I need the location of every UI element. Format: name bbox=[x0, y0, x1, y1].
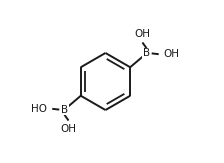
Text: OH: OH bbox=[134, 29, 150, 39]
Text: B: B bbox=[61, 105, 68, 115]
Text: OH: OH bbox=[60, 124, 77, 134]
Text: OH: OH bbox=[164, 49, 180, 59]
Text: B: B bbox=[143, 48, 150, 58]
Text: HO: HO bbox=[31, 104, 47, 114]
